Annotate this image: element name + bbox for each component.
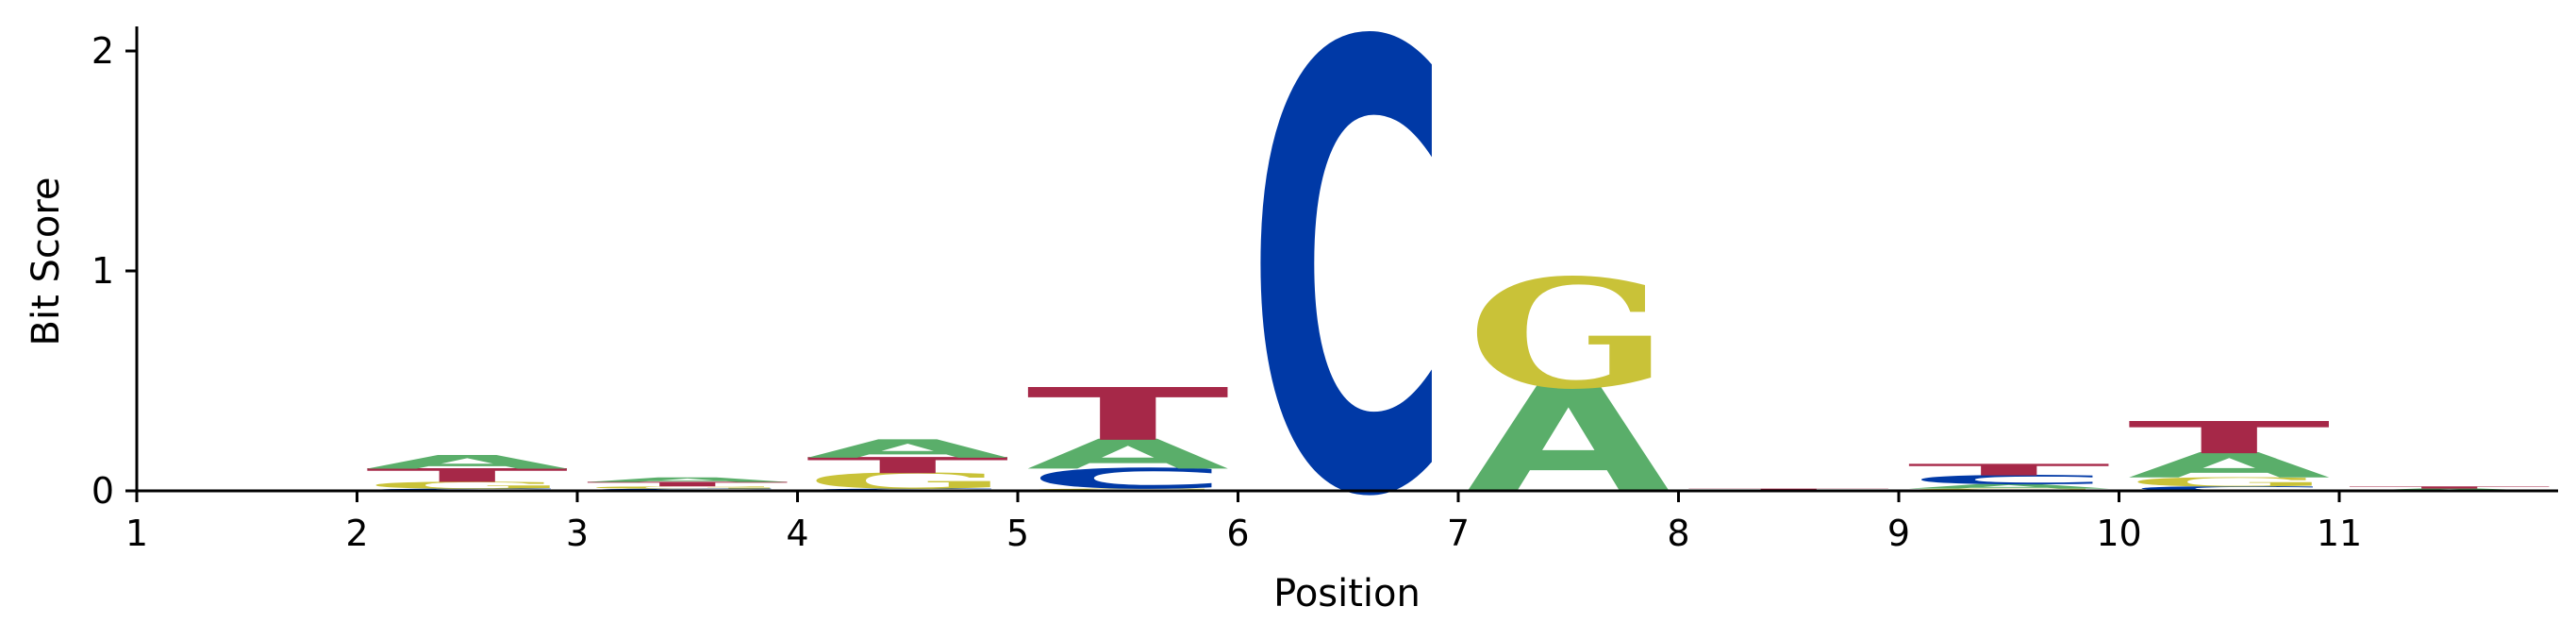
svg-text:A: A	[1907, 482, 2110, 490]
svg-text:A: A	[586, 476, 789, 483]
x-tick-label: 1	[125, 513, 148, 554]
x-tick-label: 3	[566, 513, 589, 554]
x-tick-label: 4	[786, 513, 808, 554]
logo-letter-G-pos10.5: G	[2128, 475, 2331, 490]
logo-letter-T-pos8.5: T	[1687, 488, 1890, 490]
logo-letter-A-pos3.5: A	[586, 476, 789, 483]
x-tick-label: 9	[1887, 513, 1910, 554]
logo-letter-T-pos2.5: T	[366, 464, 569, 486]
svg-text:T: T	[2348, 486, 2551, 490]
logo-letter-T-pos10.5: T	[2128, 413, 2331, 463]
logo-letter-C-pos9.5: C	[1907, 473, 2110, 488]
svg-text:A: A	[1467, 353, 1670, 525]
axes	[135, 26, 2558, 493]
logo-letter-A-pos2.5: A	[366, 451, 569, 473]
svg-text:T: T	[806, 453, 1009, 479]
svg-text:G: G	[2128, 475, 2331, 490]
svg-text:C: C	[2128, 485, 2331, 493]
x-tick-label: 6	[1226, 513, 1249, 554]
x-tick-label: 11	[2317, 513, 2362, 554]
x-tick-label: 5	[1006, 513, 1029, 554]
svg-text:T: T	[366, 464, 569, 486]
svg-text:A: A	[366, 451, 569, 473]
logo-letter-A-pos7.5: A	[1467, 353, 1670, 525]
logo-letter-T-pos9.5: T	[1907, 461, 2110, 479]
svg-text:T: T	[1907, 461, 2110, 479]
x-tick-label: 8	[1667, 513, 1689, 554]
logo-letter-T-pos11.5: T	[2348, 486, 2551, 490]
logo-letter-G-pos3.5: G	[586, 486, 789, 490]
svg-text:C: C	[1907, 473, 2110, 488]
logo-letter-C-pos6.5: C	[1247, 0, 1450, 632]
x-ticks: 1 2 3 4 5 6 7 8 9 10 11	[125, 491, 2362, 554]
svg-text:T: T	[1687, 488, 1890, 490]
svg-text:C: C	[1247, 0, 1450, 632]
logo-letter-G-pos2.5: G	[366, 480, 569, 491]
logo-letter-A-pos5.5: A	[1026, 430, 1229, 478]
svg-text:A: A	[2128, 446, 2331, 486]
x-tick-label: 2	[345, 513, 368, 554]
y-ticks: 0 1 2	[91, 30, 137, 512]
logo-letter-A-pos9.5: A	[1907, 482, 2110, 490]
y-axis-title: Bit Score	[25, 177, 68, 346]
logo-letter-T-pos4.5: T	[806, 453, 1009, 479]
logo-letter-C-pos10.5: C	[2128, 485, 2331, 493]
logo-letter-T-pos3.5: T	[586, 480, 789, 488]
svg-text:T: T	[1026, 373, 1229, 457]
logo-letter-A-pos4.5: A	[806, 434, 1009, 463]
logo-letter-G-pos7.5: G	[1467, 246, 1670, 422]
svg-text:T: T	[586, 480, 789, 488]
plot-area: CGTACGTACGTAGCATCAGATGACTCGATAT	[366, 0, 2551, 632]
x-tick-label: 7	[1447, 513, 1470, 554]
svg-text:G: G	[586, 486, 789, 490]
logo-letter-T-pos5.5: T	[1026, 373, 1229, 457]
svg-text:A: A	[806, 434, 1009, 463]
x-tick-label: 10	[2096, 513, 2141, 554]
svg-text:G: G	[1467, 246, 1670, 422]
y-tick-label: 2	[91, 30, 114, 72]
svg-text:A: A	[1026, 430, 1229, 478]
y-tick-label: 1	[91, 250, 114, 292]
svg-text:G: G	[366, 480, 569, 491]
svg-text:T: T	[2128, 413, 2331, 463]
x-axis-title: Position	[1273, 572, 1421, 615]
logo-letter-A-pos10.5: A	[2128, 446, 2331, 486]
y-tick-label: 0	[91, 470, 114, 512]
